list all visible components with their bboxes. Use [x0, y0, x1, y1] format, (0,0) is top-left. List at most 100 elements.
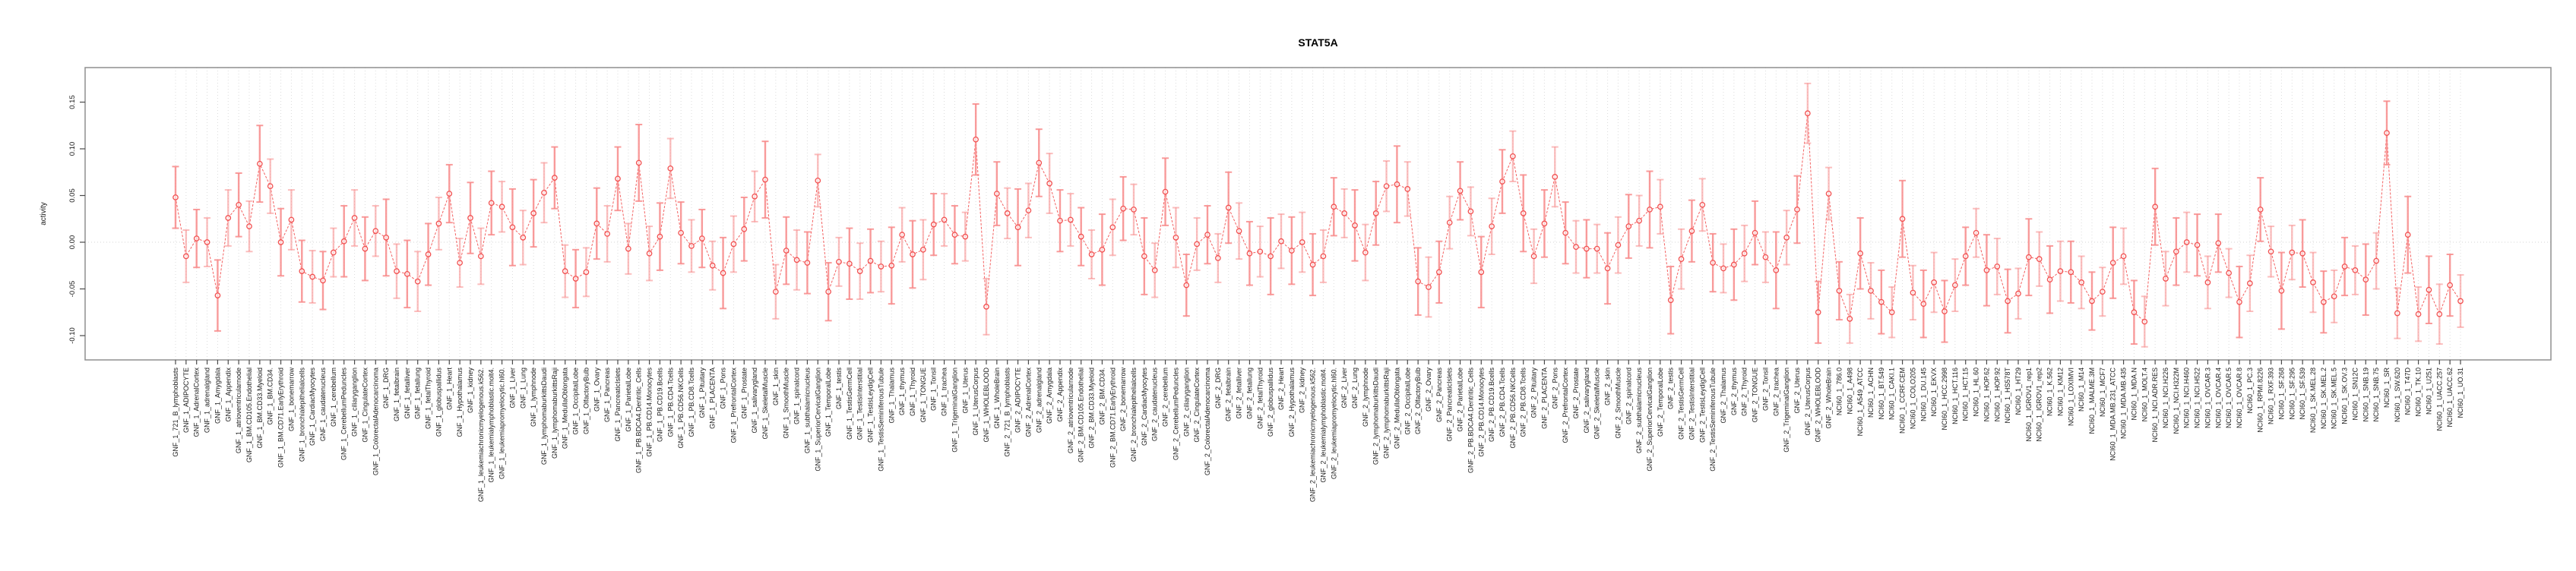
data-point — [856, 268, 863, 274]
data-point — [2415, 311, 2422, 317]
data-point — [1404, 186, 1411, 192]
x-tick-label: GNF_2_MedullaOblongata — [1393, 368, 1400, 449]
data-point — [1299, 239, 1305, 245]
data-point — [1720, 265, 1726, 272]
plot-box — [84, 67, 2552, 361]
data-point — [1394, 181, 1400, 188]
x-tick-label: GNF_2_Amygdala — [1046, 368, 1053, 424]
data-point — [425, 251, 432, 257]
x-tick-label: GNF_1_BM.CD34. — [267, 368, 274, 425]
x-tick-label: GNF_2_TONGUE — [1752, 368, 1759, 422]
x-tick-label: GNF_1_Pancreas — [603, 368, 611, 423]
x-tick-label: GNF_1_leukemialymphoblastic.molt4. — [488, 368, 495, 483]
x-tick-label: GNF_2_fetallung — [1245, 368, 1253, 419]
x-tick-label: GNF_1_PB.BDCA4.Dentritic_Cells — [635, 368, 643, 474]
x-tick-label: NCI60_1_NCI.H226 — [2162, 368, 2169, 428]
data-point — [183, 253, 189, 260]
data-point — [930, 221, 937, 228]
x-tick-label: GNF_1_Amygdala — [214, 368, 221, 424]
data-point — [2131, 309, 2138, 316]
x-tick-label: GNF_2_TestisLeydigCell — [1698, 368, 1706, 443]
data-point — [825, 289, 831, 295]
data-point — [2331, 293, 2337, 300]
x-tick-label: GNF_2_fetalliver — [1236, 368, 1243, 419]
x-tick-label: NCI60_1_NCI.H522 — [2194, 368, 2201, 428]
data-point — [1678, 256, 1685, 262]
data-point — [920, 246, 926, 253]
data-point — [951, 232, 958, 238]
x-tick-label: GNF_2_bronchialepithelialcells — [1130, 368, 1138, 462]
data-point — [899, 232, 905, 238]
data-point — [2257, 207, 2264, 213]
data-point — [1857, 250, 1863, 257]
data-point — [1352, 222, 1358, 229]
x-tick-label: GNF_2_WHOLEBLOOD — [1815, 368, 1822, 443]
x-tick-label: GNF_2_ciliaryganglion — [1182, 368, 1190, 437]
x-tick-label: GNF_1_ParietalLobe — [625, 368, 632, 432]
x-tick-label: NCI60_1_SK.MEL.5 — [2331, 368, 2338, 429]
data-points — [172, 110, 2464, 325]
x-tick-label: GNF_1_SuperiorCervicalGanglion — [814, 368, 821, 472]
data-point — [1836, 288, 1843, 294]
errorbar-plot-canvas: 0.15 0.10 0.05 0.00 -0.05 -0.10 activity GNF_1_… — [40, 36, 2552, 502]
x-tick-label: GNF_1_UterusCorpus — [972, 368, 979, 436]
data-point — [320, 277, 326, 284]
x-tick-label: GNF_1_SkeletalMuscle — [761, 368, 769, 440]
data-point — [709, 262, 716, 269]
x-tick-label: GNF_2_TestisGermCell — [1678, 368, 1685, 440]
data-point — [1088, 251, 1095, 257]
x-tick-label: GNF_1_Thyroid — [909, 368, 916, 416]
x-tick-label: GNF_2_atrioventricularnode — [1067, 368, 1074, 453]
data-point — [488, 200, 495, 207]
x-tick-label: GNF_2_caudatenucleus — [1151, 368, 1159, 442]
data-point — [994, 191, 1000, 197]
data-point — [2310, 279, 2316, 286]
x-tick-label: GNF_2_globuspallidus — [1267, 368, 1274, 437]
data-point — [498, 203, 505, 210]
x-tick-label: GNF_2_leukemiachronicmyelogenous.k562. — [1309, 368, 1317, 502]
x-tick-label: NCI60_1_HCC.2998 — [1941, 368, 1948, 431]
x-tick-label: GNF_2_721_B_lymphoblasts — [1004, 368, 1011, 457]
x-tick-label: NCI60_1_K.562 — [2046, 368, 2054, 416]
x-tick-label: GNF_2_TrigeminalGanglion — [1783, 368, 1790, 453]
data-point — [362, 245, 369, 252]
data-point — [762, 176, 768, 183]
data-point — [888, 262, 895, 269]
data-point — [1436, 269, 1442, 276]
x-tick-label: GNF_2_lymphomaburkittsDaudi — [1372, 368, 1380, 465]
data-point — [1593, 245, 1600, 252]
data-point — [615, 175, 621, 182]
data-point — [562, 268, 568, 274]
data-point — [193, 235, 200, 241]
x-tick-label: GNF_1_DRG — [382, 368, 390, 409]
data-point — [2394, 310, 2400, 317]
x-tick-label: GNF_1_PancreaticIslets — [614, 368, 622, 442]
x-tick-label: GNF_1_Heart — [445, 368, 453, 411]
x-tick-label: NCI60_1_DU.145 — [1919, 368, 1927, 421]
x-tick-label: GNF_2_bonemarrow — [1119, 368, 1127, 432]
data-point — [1467, 208, 1474, 215]
data-point — [1762, 254, 1769, 260]
data-point — [983, 304, 989, 310]
x-tick-label: NCI60_1_MDA.N — [2130, 368, 2138, 421]
data-point — [1131, 207, 1137, 213]
data-point — [509, 224, 516, 231]
data-point — [678, 229, 684, 236]
x-tick-label: GNF_2_lymphomaburkittsRaji — [1383, 368, 1391, 459]
plot-title: STAT5A — [1298, 36, 1337, 49]
x-tick-label: NCI60_1_MCF7 — [2099, 368, 2106, 417]
x-tick-label: GNF_2_Ovary — [1425, 368, 1432, 412]
x-tick-label: GNF_1_lymphomaburkittsDaudi — [540, 368, 548, 465]
data-point — [1994, 263, 2001, 270]
x-axis: GNF_1_721_B_lymphoblasts GNF_1_ADIPOCYTE G… — [172, 360, 2464, 502]
x-tick-label: NCI60_1_SK.MEL.28 — [2309, 368, 2317, 433]
y-tick-label: 0.10 — [68, 142, 77, 156]
data-point — [1584, 245, 1590, 252]
data-point — [1825, 191, 1832, 197]
x-tick-label: GNF_1_TestisSeminiferousTubule — [877, 368, 885, 472]
data-point — [2278, 288, 2285, 294]
data-point — [2362, 276, 2369, 283]
data-point — [1952, 282, 1958, 289]
data-point — [1962, 253, 1969, 260]
x-tick-label: GNF_2_TemporalLobe — [1657, 368, 1664, 437]
